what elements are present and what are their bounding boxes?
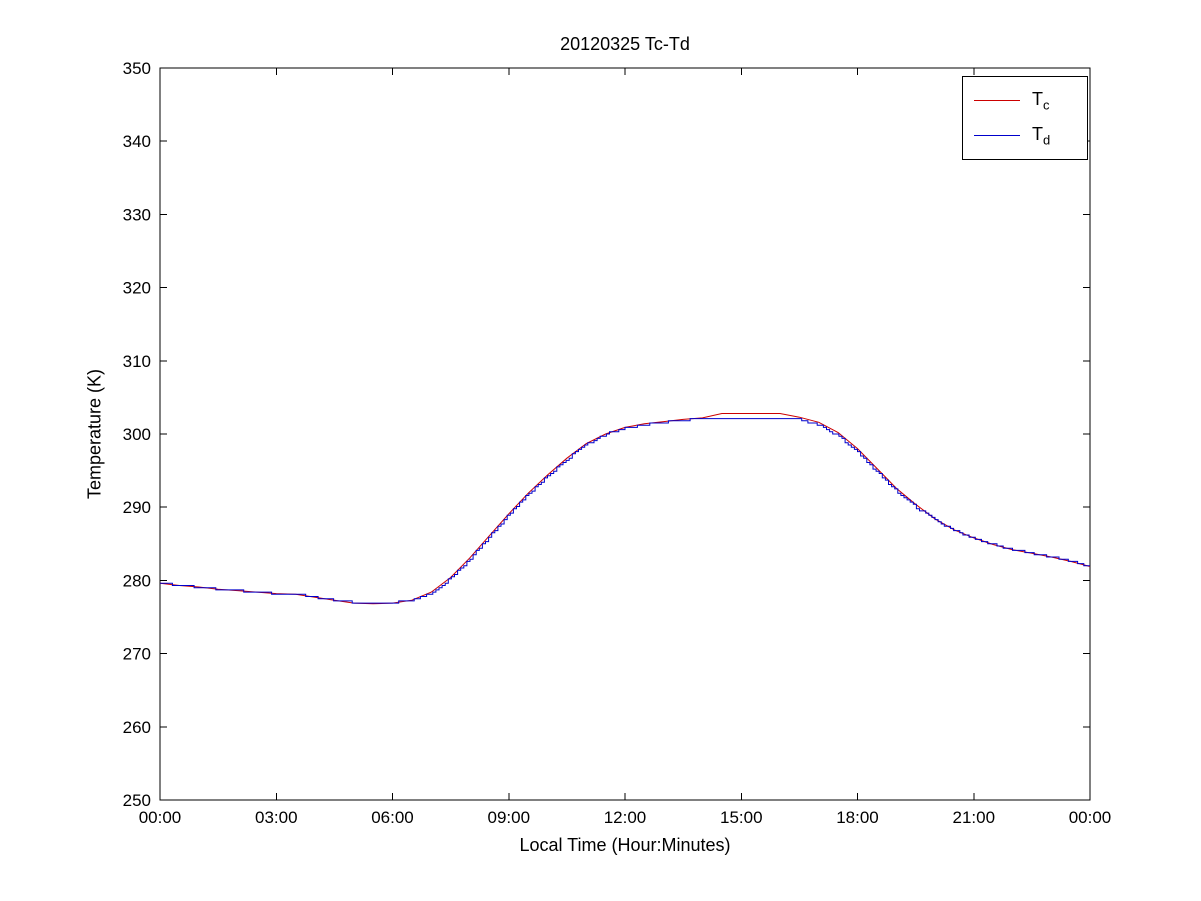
x-axis-ticks bbox=[159, 68, 1091, 800]
svg-text:03:00: 03:00 bbox=[255, 808, 298, 827]
svg-text:320: 320 bbox=[123, 279, 151, 298]
svg-text:270: 270 bbox=[123, 645, 151, 664]
series-line-td bbox=[160, 418, 1090, 604]
x-axis-tick-labels: 00:00 03:00 06:00 09:00 12:00 15:00 18:00 21:00… bbox=[139, 808, 1112, 827]
svg-text:00:00: 00:00 bbox=[139, 808, 182, 827]
legend-swatch bbox=[974, 100, 1020, 101]
svg-text:15:00: 15:00 bbox=[720, 808, 763, 827]
svg-text:330: 330 bbox=[123, 205, 151, 224]
legend-label-tc: Tc bbox=[1032, 88, 1050, 113]
svg-text:09:00: 09:00 bbox=[488, 808, 531, 827]
svg-text:00:00: 00:00 bbox=[1069, 808, 1112, 827]
series-line-tc bbox=[159, 413, 1091, 605]
y-axis-label-text: Temperature (K) bbox=[84, 368, 105, 500]
legend: Tc Td bbox=[962, 76, 1088, 160]
legend-label-td: Td bbox=[1032, 123, 1051, 148]
y-axis-tick-labels: 250 260 270 280 290 300 310 320 330 340 350 bbox=[123, 59, 151, 810]
svg-text:300: 300 bbox=[123, 425, 151, 444]
svg-text:340: 340 bbox=[123, 132, 151, 151]
svg-text:290: 290 bbox=[123, 498, 151, 517]
svg-text:21:00: 21:00 bbox=[953, 808, 996, 827]
svg-text:350: 350 bbox=[123, 59, 151, 78]
svg-text:18:00: 18:00 bbox=[836, 808, 879, 827]
svg-text:06:00: 06:00 bbox=[371, 808, 414, 827]
chart-title: 20120325 Tc-Td bbox=[560, 34, 690, 54]
svg-text:250: 250 bbox=[123, 791, 151, 810]
svg-text:260: 260 bbox=[123, 718, 151, 737]
legend-swatch bbox=[974, 135, 1020, 136]
legend-entry-tc: Tc bbox=[963, 86, 1087, 116]
svg-text:280: 280 bbox=[123, 571, 151, 590]
y-axis-ticks bbox=[160, 67, 1090, 801]
svg-text:310: 310 bbox=[123, 352, 151, 371]
svg-text:12:00: 12:00 bbox=[604, 808, 647, 827]
legend-entry-td: Td bbox=[963, 121, 1087, 151]
x-axis-label: Local Time (Hour:Minutes) bbox=[519, 835, 731, 855]
axes-box bbox=[159, 67, 1091, 801]
